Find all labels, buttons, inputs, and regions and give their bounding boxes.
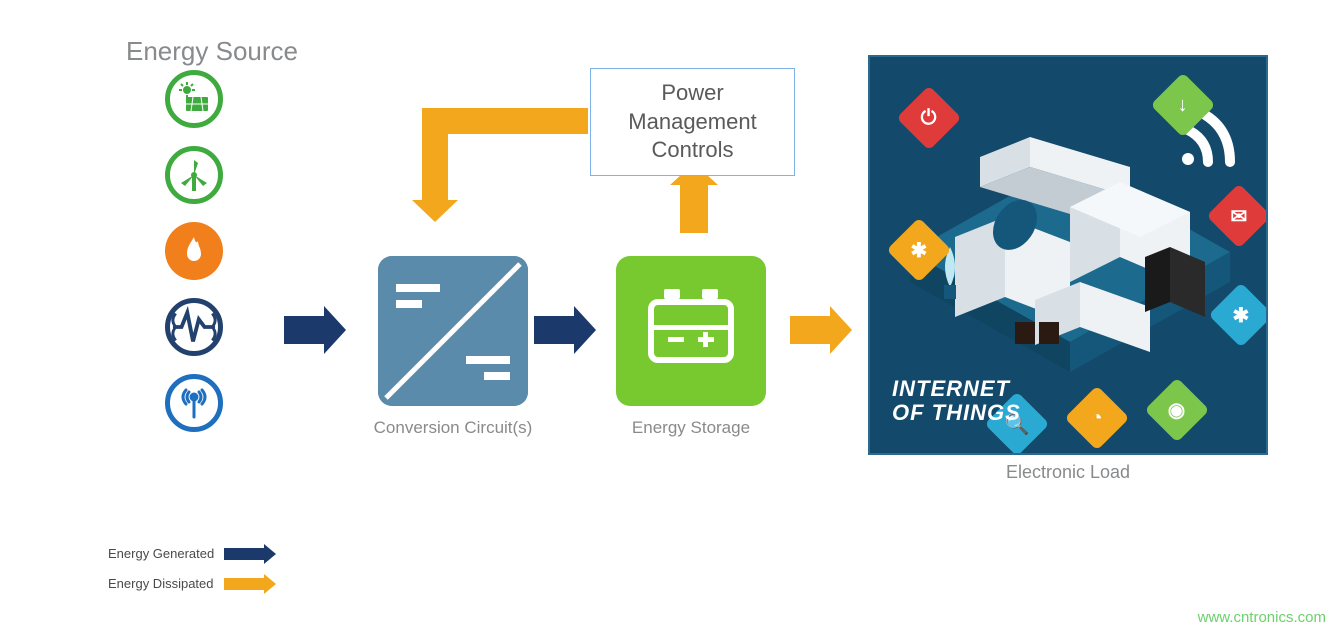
- energy-source-title: Energy Source: [126, 36, 298, 67]
- legend-generated-swatch: [224, 548, 266, 560]
- storage-label: Energy Storage: [601, 418, 781, 438]
- legend: Energy Generated Energy Dissipated: [108, 539, 266, 599]
- energy-storage-block: [616, 256, 766, 406]
- iot-title: INTERNET OF THINGS: [892, 377, 1021, 425]
- vibration-wave-icon: [165, 298, 223, 356]
- power-management-controls-box: Power Management Controls: [590, 68, 795, 176]
- legend-dissipated-swatch: [224, 578, 266, 590]
- wind-turbine-icon: [165, 146, 223, 204]
- arrow-storage-to-pmc: [680, 185, 708, 233]
- conversion-circuit-block: [378, 256, 528, 406]
- arrow-storage-to-load: [790, 306, 852, 354]
- pmc-line1: Power: [661, 80, 723, 105]
- electronic-load-label: Electronic Load: [868, 462, 1268, 483]
- pmc-line2: Management: [628, 109, 756, 134]
- legend-generated-label: Energy Generated: [108, 539, 214, 569]
- energy-source-icons: [159, 70, 229, 432]
- flame-icon: [165, 222, 223, 280]
- sun-panel-icon: [165, 70, 223, 128]
- watermark: www.cntronics.com: [1198, 609, 1326, 626]
- electronic-load-iot-panel: ⏻↓✱◔◉🔍✱✉ INTERNET OF THINGS: [868, 55, 1268, 455]
- battery-icon: [648, 299, 734, 363]
- conversion-label: Conversion Circuit(s): [363, 418, 543, 438]
- rf-antenna-icon: [165, 374, 223, 432]
- arrow-conversion-to-storage: [534, 306, 596, 354]
- arrow-sources-to-conversion: [284, 306, 346, 354]
- pmc-line3: Controls: [652, 137, 734, 162]
- legend-dissipated-label: Energy Dissipated: [108, 569, 214, 599]
